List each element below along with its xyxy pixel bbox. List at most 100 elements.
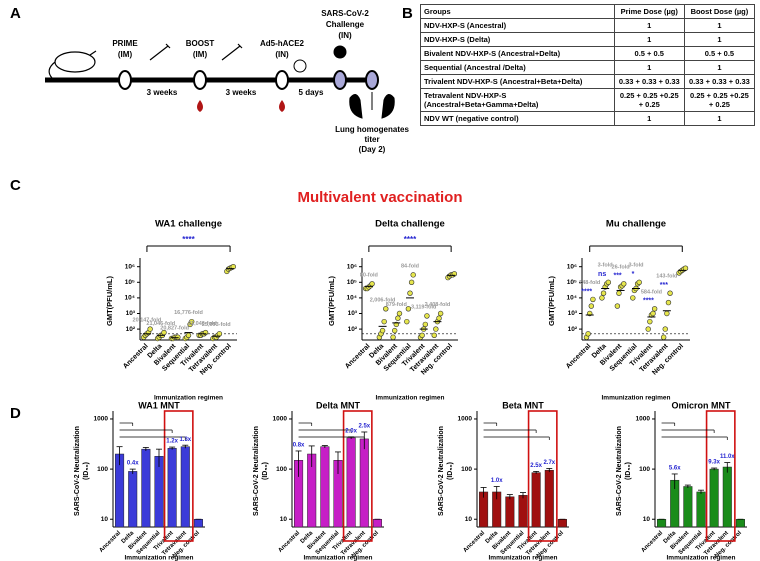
y-axis-label: SARS-CoV-2 Neutralization <box>74 426 81 516</box>
chart-title: WA1 MNT <box>138 400 180 410</box>
time-point <box>118 70 132 90</box>
table-cell: 0.33 + 0.33 + 0.33 <box>613 74 685 89</box>
x-tick-label: Ancestral <box>344 343 372 371</box>
data-point <box>662 326 668 332</box>
significance-label: **** <box>643 298 654 305</box>
fold-label: 0.4x <box>127 461 139 467</box>
y-tick-label: 10⁵ <box>567 279 577 286</box>
step-label: (IM) <box>193 50 208 59</box>
bar <box>180 446 190 528</box>
syringe-icon <box>149 43 171 61</box>
fold-label: 1.3x <box>179 437 191 443</box>
fold-label: 21,046-fold <box>146 321 175 327</box>
x-tick-label: Ancestral <box>641 530 665 554</box>
step-label: (IN) <box>275 50 289 59</box>
bar <box>167 448 177 528</box>
data-point <box>431 332 437 339</box>
y-tick-label: 10³ <box>126 310 136 317</box>
bar <box>709 468 719 528</box>
bar <box>696 491 706 528</box>
table-row: Tetravalent NDV-HXP-S (Ancestral+Beta+Ga… <box>420 88 756 112</box>
data-point <box>616 290 622 296</box>
data-point <box>437 310 444 317</box>
fold-label: 26-fold <box>612 264 630 270</box>
bar <box>320 446 330 528</box>
step-label: BOOST <box>186 39 215 48</box>
fold-label: 25,093-fold <box>202 322 231 328</box>
readout-label: (Day 2) <box>359 145 386 154</box>
panel-label: B <box>402 5 413 22</box>
data-point <box>636 279 642 285</box>
y-axis-unit: (ID₅₀) <box>83 462 90 480</box>
x-axis-label: Immunization regimen <box>602 395 671 402</box>
y-axis-label: GMT(PFU/mL) <box>547 276 556 326</box>
x-axis-label: Immunization regimen <box>667 555 736 561</box>
y-tick-label: 10³ <box>568 310 578 317</box>
bar <box>141 448 151 528</box>
significance-label: **** <box>404 235 417 244</box>
data-point <box>407 290 413 296</box>
panel-label: D <box>10 405 21 422</box>
fold-label: 3-fold <box>629 263 644 269</box>
bar <box>683 486 693 528</box>
time-point <box>193 70 207 90</box>
table-cell: NDV-HXP-S (Ancestral) <box>420 18 615 33</box>
significance-label: **** <box>581 288 592 295</box>
y-tick-label: 10⁶ <box>347 263 357 270</box>
data-point <box>605 279 612 285</box>
table-cell: 0.25 + 0.25 +0.25 + 0.25 <box>683 88 756 112</box>
y-tick-label: 10⁴ <box>567 295 577 302</box>
highlight-box <box>342 410 373 542</box>
data-point <box>189 318 195 325</box>
data-point <box>630 295 636 301</box>
data-point <box>419 332 425 339</box>
data-point <box>436 315 442 321</box>
highlight-box <box>527 410 558 542</box>
time-point <box>275 70 289 90</box>
syringe-icon <box>221 43 243 61</box>
data-point <box>665 299 672 306</box>
table-cell: 0.5 + 0.5 <box>613 46 685 61</box>
y-tick-label: 1000 <box>458 416 473 423</box>
data-point <box>404 318 410 325</box>
table-row: Trivalent NDV-HXP-S (Ancestral+Beta+Delt… <box>420 74 756 89</box>
table-cell: 0.33 + 0.33 + 0.33 <box>683 74 756 89</box>
data-point <box>424 313 430 319</box>
fold-label: 16,776-fold <box>174 310 203 316</box>
interval-label: 3 weeks <box>226 88 257 97</box>
y-tick-label: 1000 <box>94 416 109 423</box>
x-tick-label: Ancestral <box>122 343 150 371</box>
significance-label: ns <box>598 271 606 278</box>
data-point <box>600 290 607 296</box>
table-cell: NDV WT (negative control) <box>420 111 615 126</box>
step-label: SARS-CoV-2 <box>321 9 369 18</box>
data-point <box>647 318 653 325</box>
y-tick-label: 10 <box>643 516 651 523</box>
data-point <box>410 272 416 278</box>
y-axis-label: GMT(PFU/mL) <box>105 276 114 326</box>
bar <box>735 518 745 528</box>
data-point <box>651 306 658 312</box>
fold-label: 2.0x <box>345 428 357 434</box>
data-point <box>664 310 670 317</box>
table-cell: Boost Dose (µg) <box>683 4 756 19</box>
chart-title: Beta MNT <box>502 400 544 410</box>
data-point <box>585 331 591 337</box>
bar <box>531 472 541 528</box>
x-axis-label: Immunization regimen <box>489 555 558 561</box>
fold-label: 2,006-fold <box>370 297 396 303</box>
y-tick-label: 10⁴ <box>347 295 357 302</box>
fold-label: 3,119-fold <box>411 304 436 310</box>
data-point <box>614 303 621 309</box>
fold-label: 2.5x <box>358 424 370 430</box>
data-point <box>660 334 667 340</box>
data-point <box>395 315 401 321</box>
highlight-box <box>163 410 194 542</box>
bar <box>193 518 203 528</box>
table-cell: 0.25 + 0.25 +0.25 + 0.25 <box>613 88 685 112</box>
data-point <box>396 310 403 317</box>
data-point <box>381 318 387 325</box>
x-axis-label: Immunization regimen <box>125 555 194 561</box>
fold-label: 879-fold <box>386 302 407 308</box>
fold-label: 20,827-fold <box>160 326 189 332</box>
